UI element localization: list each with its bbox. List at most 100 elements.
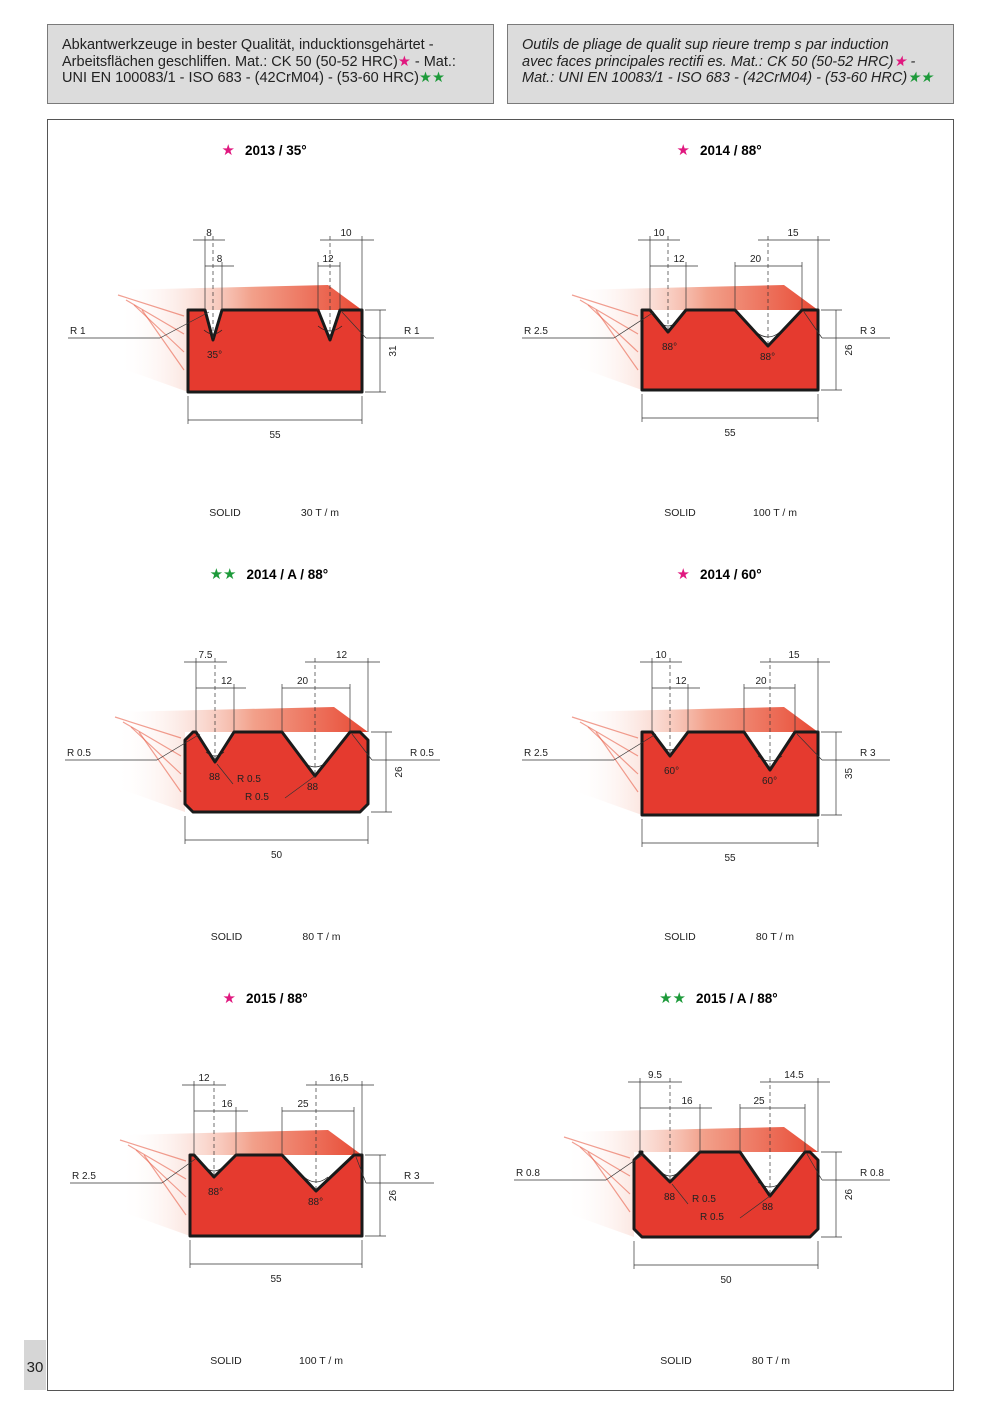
angle-label-left: 88 xyxy=(209,772,221,783)
tool-title: 2014 / A / 88° xyxy=(247,567,329,582)
tool-side-streak xyxy=(122,721,182,757)
tool-side-streak xyxy=(133,304,185,353)
dim-top-right: 12 xyxy=(336,650,348,661)
tool-type: SOLID xyxy=(209,507,241,519)
tool-title: 2014 / 60° xyxy=(700,567,762,582)
tool-load-capacity: 80 T / m xyxy=(752,1355,790,1367)
tool-load-capacity: 30 T / m xyxy=(301,507,339,519)
tool-type: SOLID xyxy=(664,507,696,519)
angle-label-right: 88° xyxy=(308,1197,323,1208)
radius-leader-left xyxy=(613,733,657,761)
tool-side-streak xyxy=(138,731,182,793)
tool-side-streak xyxy=(595,309,639,371)
angle-label-left: 88° xyxy=(208,1187,223,1198)
tool-type: SOLID xyxy=(664,931,696,943)
tool-side-streak xyxy=(587,726,639,775)
radius-label-left: R 1 xyxy=(70,326,86,337)
tool-side-streak xyxy=(130,726,182,775)
height-dimension: 35 xyxy=(844,768,855,780)
page-number: 30 xyxy=(24,1340,46,1390)
radius-label-right: R 0.8 xyxy=(860,1168,884,1179)
dim-mid-right: 20 xyxy=(755,676,767,687)
tool-side-streak xyxy=(587,1151,631,1213)
star-green-icon: ★★ xyxy=(419,70,445,86)
width-dimension: 55 xyxy=(269,430,281,441)
dim-mid-left: 16 xyxy=(221,1099,233,1110)
dim-top-left: 12 xyxy=(198,1073,210,1084)
header-box-french: Outils de pliage de qualit sup rieure tr… xyxy=(507,24,954,104)
radius-leader-right xyxy=(351,733,373,761)
angle-label-left: 88 xyxy=(664,1192,676,1203)
tool-side-streak xyxy=(125,299,185,335)
tool-section-6: ★★ 2015 / A / 88° 88 88 50 26 R 0.8 R 0.8 R 0.5 R… xyxy=(514,989,890,1367)
tool-type: SOLID xyxy=(660,1355,692,1367)
tool-side-streak xyxy=(571,716,639,739)
dim-top-right: 16,5 xyxy=(329,1073,349,1084)
tool-side-streak xyxy=(119,1139,187,1162)
tool-side-streak xyxy=(143,1154,187,1216)
rating-star-icon: ★ xyxy=(222,141,235,159)
radius-label-left: R 0.5 xyxy=(67,748,91,759)
tool-section-1: ★ 2013 / 35° 35° 55 31 R 1 R 1 8 8 10 12 SOLID 30 T … xyxy=(68,141,434,519)
angle-label-right: 88° xyxy=(760,352,775,363)
radius-label-left: R 2.5 xyxy=(524,748,548,759)
radius-label-right: R 3 xyxy=(860,326,876,337)
height-dimension: 26 xyxy=(844,1189,855,1201)
tool-side-face xyxy=(120,1130,362,1236)
tool-side-streak xyxy=(563,1136,631,1159)
tool-side-streak xyxy=(135,1149,187,1198)
angle-arc-left xyxy=(658,321,678,327)
dim-mid-right: 12 xyxy=(322,254,334,265)
header-de-line3: UNI EN 100083/1 - ISO 683 - (42CrM04) - … xyxy=(62,70,419,86)
width-dimension: 55 xyxy=(724,428,736,439)
angle-label-left: 60° xyxy=(664,766,679,777)
rating-star-icon: ★★ xyxy=(210,565,237,583)
tool-side-streak xyxy=(579,721,639,757)
dim-top-right: 14.5 xyxy=(784,1070,804,1081)
width-dimension: 50 xyxy=(271,850,283,861)
radius-leader-right xyxy=(806,1153,823,1181)
header-fr-line3: Mat.: UNI EN 10083/1 - ISO 683 - (42CrM0… xyxy=(522,70,908,86)
tool-load-capacity: 100 T / m xyxy=(753,507,797,519)
tool-side-streak xyxy=(127,1144,187,1180)
dim-mid-right: 20 xyxy=(750,254,762,265)
dim-top-left: 8 xyxy=(206,228,212,239)
dim-mid-right: 25 xyxy=(753,1096,765,1107)
tool-section-5: ★ 2015 / 88° 88° 88° 55 26 R 2.5 R 3 12 16 16,5 25 S… xyxy=(70,989,434,1367)
tool-title: 2015 / A / 88° xyxy=(696,991,778,1006)
star-pink-icon: ★ xyxy=(893,53,907,70)
radius-label-right: R 3 xyxy=(404,1171,420,1182)
radius-label-left: R 2.5 xyxy=(72,1171,96,1182)
dim-mid-right: 20 xyxy=(297,676,309,687)
tool-load-capacity: 80 T / m xyxy=(756,931,794,943)
radius-leader-inner xyxy=(284,775,316,799)
width-dimension: 55 xyxy=(724,853,736,864)
radius-label-inner-2: R 0.5 xyxy=(700,1212,724,1223)
tool-side-streak xyxy=(571,294,639,317)
radius-label-inner-2: R 0.5 xyxy=(245,792,269,803)
radius-leader-right xyxy=(796,733,823,761)
drawing-frame xyxy=(47,119,954,1391)
tool-side-streak xyxy=(141,309,185,371)
rating-star-icon: ★ xyxy=(677,565,690,583)
tool-profile xyxy=(186,308,364,394)
tool-section-2: ★ 2014 / 88° 88° 88° 55 26 R 2.5 R 3 10 12 15 20 SOL… xyxy=(522,141,890,519)
tool-side-streak xyxy=(587,304,639,353)
tool-type: SOLID xyxy=(210,1355,242,1367)
dim-mid-left: 12 xyxy=(221,676,233,687)
header-box-german: Abkantwerkzeuge in bester Qualität, indu… xyxy=(47,24,494,104)
rating-star-icon: ★★ xyxy=(659,989,686,1007)
radius-leader-right xyxy=(341,311,367,339)
radius-leader-left xyxy=(605,1153,645,1181)
angle-label-right: 60° xyxy=(762,776,777,787)
tool-load-capacity: 80 T / m xyxy=(302,931,340,943)
tool-profile xyxy=(183,730,370,814)
tool-load-capacity: 100 T / m xyxy=(299,1355,343,1367)
tool-title: 2013 / 35° xyxy=(245,143,307,158)
tool-title: 2014 / 88° xyxy=(700,143,762,158)
tool-section-4: ★ 2014 / 60° 60° 60° 55 35 R 2.5 R 3 10 12 15 20 SOL… xyxy=(522,565,890,943)
radius-leader-left xyxy=(613,311,655,339)
dim-top-right: 10 xyxy=(340,228,352,239)
dim-top-right: 15 xyxy=(787,228,799,239)
radius-leader-inner xyxy=(671,1183,689,1205)
